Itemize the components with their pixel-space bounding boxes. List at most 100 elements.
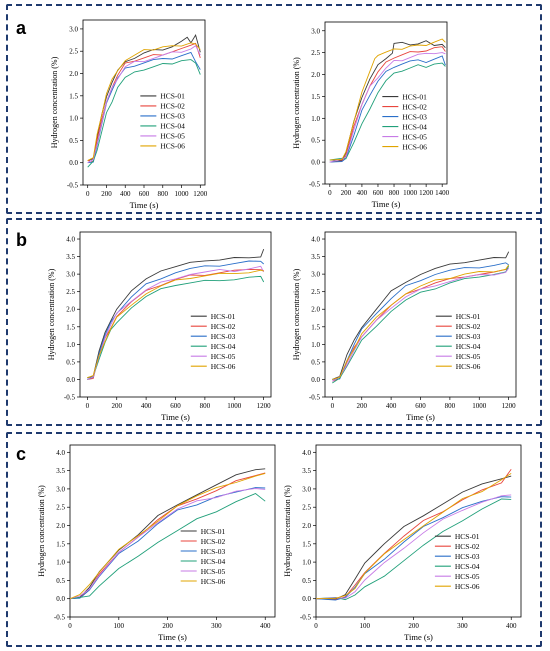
- y-tick-label: 3.5: [302, 467, 311, 475]
- y-tick-label: 0.5: [302, 577, 311, 585]
- y-tick-label: 0.5: [69, 137, 78, 145]
- panel-label: b: [16, 230, 27, 250]
- x-tick-label: 200: [408, 622, 419, 630]
- x-axis-label: Time (s): [372, 199, 401, 209]
- y-tick-label: 2.5: [66, 288, 75, 296]
- x-tick-label: 800: [200, 402, 211, 410]
- legend-entry: HCS-03: [456, 332, 481, 341]
- legend-entry: HCS-01: [201, 527, 226, 536]
- series-line-hcs-02: [329, 46, 446, 163]
- y-tick-label: 3.0: [69, 25, 78, 33]
- panel-label: c: [16, 444, 27, 464]
- x-tick-label: 400: [260, 622, 271, 630]
- series-line-hcs-05: [332, 267, 510, 382]
- x-tick-label: 1000: [472, 402, 487, 410]
- panel-c: c: [6, 432, 542, 647]
- y-tick-label: 1.0: [311, 341, 320, 349]
- y-tick-label: 2.5: [311, 288, 320, 296]
- legend-entry: HCS-04: [211, 342, 236, 351]
- y-tick-label: 3.0: [311, 271, 320, 279]
- series-line-hcs-06: [70, 472, 266, 600]
- x-tick-label: 1200: [502, 402, 517, 410]
- x-tick-label: 1000: [403, 189, 418, 197]
- y-tick-label: 1.5: [69, 92, 78, 100]
- plot-frame: [324, 231, 517, 398]
- chart-b-left: 0 200 400 600 800 1000 1200 -0.5 0.0 0.5 1.0 1.5 2.0…: [47, 231, 272, 422]
- y-tick-label: 3.0: [311, 27, 320, 35]
- x-tick-label: 1400: [435, 189, 450, 197]
- y-tick-label: 1.0: [56, 559, 65, 567]
- y-tick-label: 2.5: [302, 504, 311, 512]
- legend-entry: HCS-05: [402, 132, 427, 141]
- x-tick-label: 800: [445, 402, 456, 410]
- legend-entry: HCS-05: [455, 572, 480, 581]
- x-tick-label: 0: [86, 190, 90, 198]
- legend-entry: HCS-06: [456, 362, 481, 371]
- series-line-hcs-06: [316, 473, 512, 600]
- x-tick-label: 200: [111, 402, 122, 410]
- chart-b-right: 0 200 400 600 800 1000 1200 -0.5 0.0 0.5 1.0 1.5 2.0…: [292, 231, 517, 422]
- legend-entry: HCS-06: [455, 582, 480, 591]
- legend-entry: HCS-05: [211, 352, 236, 361]
- x-tick-label: 200: [101, 190, 112, 198]
- series-line-hcs-01: [316, 475, 512, 600]
- x-tick-label: 200: [162, 622, 173, 630]
- series-line-hcs-04: [70, 492, 266, 600]
- y-tick-label: 0.0: [311, 159, 320, 167]
- y-axis-label: Hydrogen concentration (%): [50, 56, 59, 148]
- y-tick-label: 2.5: [311, 49, 320, 57]
- series-line-hcs-05: [87, 45, 201, 164]
- series-line-hcs-03: [332, 262, 509, 380]
- series-line-hcs-03: [87, 260, 265, 380]
- legend-entry: HCS-04: [160, 122, 185, 131]
- series-line-hcs-04: [329, 62, 446, 161]
- x-tick-label: 300: [211, 622, 222, 630]
- x-tick-label: 0: [68, 622, 72, 630]
- y-tick-label: 2.0: [311, 306, 320, 314]
- y-tick-label: 0.0: [302, 595, 311, 603]
- series-line-hcs-03: [70, 487, 266, 600]
- y-tick-label: 2.0: [69, 70, 78, 78]
- y-tick-label: 1.5: [311, 323, 320, 331]
- y-tick-label: 4.0: [311, 236, 320, 244]
- x-tick-label: 300: [457, 622, 468, 630]
- legend-entry: HCS-06: [201, 577, 226, 586]
- y-tick-label: 2.0: [56, 522, 65, 530]
- series-line-hcs-05: [329, 52, 446, 163]
- legend-entry: HCS-01: [456, 312, 481, 321]
- y-tick-label: 3.0: [302, 485, 311, 493]
- y-tick-label: 0.5: [311, 358, 320, 366]
- legend-entry: HCS-05: [160, 132, 185, 141]
- legend-entry: HCS-03: [455, 552, 480, 561]
- panel-b: b: [6, 218, 542, 426]
- x-axis-label: Time (s): [404, 632, 433, 642]
- chart-a-right: 0 200 400 600 800 1000 1200 1400 -0.5 0.0 0.5 1.0 1.…: [292, 21, 450, 209]
- y-tick-label: 0.0: [56, 595, 65, 603]
- legend-entry: HCS-01: [402, 92, 427, 101]
- series-line-hcs-04: [87, 275, 265, 380]
- series-line-hcs-02: [332, 267, 509, 382]
- x-tick-label: 1200: [257, 402, 272, 410]
- x-tick-label: 0: [86, 402, 90, 410]
- legend-entry: HCS-02: [402, 102, 427, 111]
- panel-label: a: [16, 18, 27, 38]
- x-tick-label: 800: [389, 189, 400, 197]
- legend-entry: HCS-02: [455, 542, 480, 551]
- y-tick-label: 0.0: [66, 376, 75, 384]
- y-tick-label: 4.0: [66, 236, 75, 244]
- legend-entry: HCS-01: [455, 532, 480, 541]
- legend-entry: HCS-03: [201, 547, 226, 556]
- y-tick-label: 0.5: [311, 137, 320, 145]
- legend-entry: HCS-03: [160, 112, 185, 121]
- y-tick-label: 3.0: [56, 485, 65, 493]
- y-tick-label: -0.5: [300, 614, 312, 622]
- series-line-hcs-01: [329, 40, 446, 161]
- y-tick-label: -0.5: [54, 614, 66, 622]
- chart-c-right: 0 100 200 300 400 -0.5 0.0 0.5 1.0 1.5 2.0 2.5 3.0 3.…: [283, 444, 522, 642]
- y-tick-label: 4.0: [56, 449, 65, 457]
